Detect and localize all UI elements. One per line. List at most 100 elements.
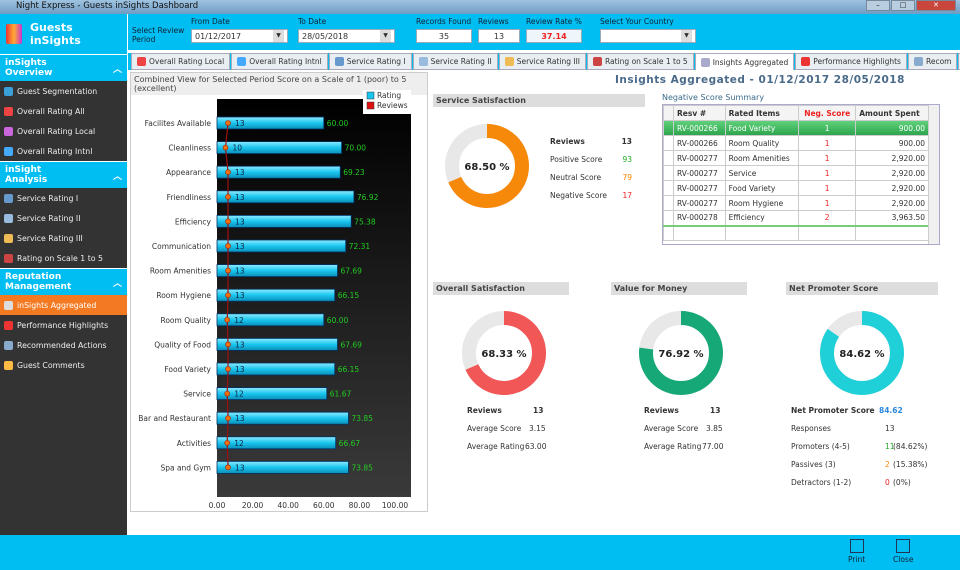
overall-rating-all-icon	[4, 106, 13, 116]
reviews-point[interactable]	[225, 464, 231, 471]
reviews-point[interactable]	[224, 439, 230, 446]
sidebar-item-service-rating-i[interactable]: Service Rating I	[0, 188, 127, 208]
row-selector[interactable]	[663, 210, 674, 226]
sidebar-item-guest-segmentation[interactable]: Guest Segmentation	[0, 81, 127, 101]
rating-bar[interactable]	[216, 190, 355, 204]
rating-bar[interactable]	[216, 436, 337, 450]
section-reputation-management[interactable]: Reputation Management ︿	[0, 268, 127, 295]
rating-data-label: 73.85	[351, 463, 373, 472]
rating-bar[interactable]	[216, 141, 342, 154]
tab-overall-rating-intnl[interactable]: Overall Rating Intnl	[231, 53, 328, 70]
sidebar-item-performance-highlights[interactable]: Performance Highlights	[0, 315, 127, 335]
sidebar-item-guest-comments[interactable]: Guest Comments	[0, 355, 127, 375]
tab-insights-aggregated[interactable]: Insights Aggregated	[694, 53, 795, 70]
reviews-point[interactable]	[222, 144, 229, 151]
tab-service-rating-iii[interactable]: Service Rating III	[498, 53, 586, 70]
rating-bar[interactable]	[216, 387, 328, 401]
to-date-picker[interactable]: 28/05/2018 ▼	[298, 29, 395, 43]
footer-bar: Print Close	[0, 535, 960, 570]
rating-bar[interactable]	[216, 214, 352, 228]
table-row[interactable]: RV-000278 Efficiency 2 3,963.50	[663, 210, 929, 226]
sidebar-item-rating-on-scale-1-to-5[interactable]: Rating on Scale 1 to 5	[0, 248, 127, 268]
row-selector[interactable]	[663, 165, 674, 181]
sidebar-item-overall-rating-all[interactable]: Overall Rating All	[0, 101, 127, 121]
tab-rating-on-scale-1-to-5[interactable]: Rating on Scale 1 to 5	[587, 53, 694, 70]
column-header[interactable]: Rated Items	[724, 105, 800, 121]
table-row[interactable]: RV-000277 Food Variety 1 2,920.00	[663, 180, 929, 196]
rating-bar[interactable]	[216, 116, 325, 130]
chevron-down-icon[interactable]: ▼	[681, 30, 692, 42]
rating-bar[interactable]	[216, 264, 338, 278]
reviews-point[interactable]	[225, 243, 231, 249]
column-header[interactable]: Resv #	[673, 105, 726, 121]
tab-recom[interactable]: Recom	[907, 53, 958, 70]
legend-swatch	[366, 101, 375, 110]
sidebar-item-recommended-actions[interactable]: Recommended Actions	[0, 335, 127, 355]
row-selector[interactable]	[663, 120, 674, 136]
table-scrollbar[interactable]	[928, 105, 939, 244]
reviews-point[interactable]	[225, 120, 231, 126]
from-date-picker[interactable]: 01/12/2017 ▼	[191, 29, 288, 43]
reviews-point[interactable]	[225, 341, 231, 348]
donut-fill	[462, 311, 546, 395]
tab-overall-rating-local[interactable]: Overall Rating Local	[131, 53, 231, 70]
sidebar-item-service-rating-iii[interactable]: Service Rating III	[0, 228, 127, 248]
table-row[interactable]: RV-000277 Room Hygiene 1 2,920.00	[663, 195, 929, 211]
rating-bar[interactable]	[216, 313, 325, 327]
rating-bar[interactable]	[216, 411, 349, 425]
column-header[interactable]: Amount Spent	[855, 105, 929, 121]
table-row[interactable]: RV-000277 Room Amenities 1 2,920.00	[663, 150, 929, 166]
rating-bar[interactable]	[216, 288, 336, 302]
row-selector[interactable]	[663, 180, 674, 196]
tab-scroll-button[interactable]: ◂▸	[958, 53, 960, 70]
rating-bar[interactable]	[216, 460, 349, 474]
table-row[interactable]: RV-000266 Food Variety 1 900.00	[663, 120, 929, 136]
category-label: Efficiency	[175, 217, 212, 226]
reviews-point[interactable]	[225, 267, 231, 274]
reviews-point[interactable]	[225, 169, 231, 175]
table-row[interactable]: RV-000266 Room Quality 1 900.00	[663, 135, 929, 151]
reviews-point[interactable]	[225, 415, 231, 422]
tab-performance-highlights[interactable]: Performance Highlights	[795, 53, 907, 70]
service-row: Negative Score 17	[550, 191, 632, 200]
sidebar-item-service-rating-ii[interactable]: Service Rating II	[0, 208, 127, 228]
chevron-up-icon[interactable]: ︿	[112, 171, 122, 182]
rating-bar[interactable]	[216, 239, 347, 253]
table-row[interactable]: RV-000277 Service 1 2,920.00	[663, 165, 929, 181]
reviews-point[interactable]	[224, 390, 230, 397]
rating-bar[interactable]	[216, 362, 336, 376]
row-selector[interactable]	[663, 195, 674, 211]
row-selector[interactable]	[663, 135, 674, 151]
close-window-button[interactable]: ✕	[916, 0, 956, 11]
print-button[interactable]: Print	[848, 539, 865, 564]
sidebar-item-insights-aggregated[interactable]: inSights Aggregated	[0, 295, 127, 315]
section-insights-overview[interactable]: inSights Overview ︿	[0, 54, 127, 81]
tab-service-rating-ii[interactable]: Service Rating II	[412, 53, 498, 70]
country-select[interactable]: ▼	[600, 29, 696, 43]
sidebar-item-overall-rating-local[interactable]: Overall Rating Local	[0, 121, 127, 141]
chevron-up-icon[interactable]: ︿	[112, 64, 122, 75]
rating-bar[interactable]	[216, 337, 338, 351]
maximize-button[interactable]: □	[891, 0, 915, 11]
rating-bar[interactable]	[216, 165, 341, 179]
tab-service-rating-i[interactable]: Service Rating I	[328, 53, 412, 70]
nps-donut: 84.62 %	[819, 310, 905, 398]
chevron-down-icon[interactable]: ▼	[380, 30, 391, 42]
reviews-point[interactable]	[225, 366, 231, 372]
rating-data-label: 67.69	[340, 267, 362, 276]
sidebar-item-overall-rating-intnl[interactable]: Overall Rating Intnl	[0, 141, 127, 161]
reviews-point[interactable]	[225, 218, 231, 225]
row-selector[interactable]	[663, 150, 674, 166]
reviews-point[interactable]	[225, 194, 231, 200]
reviews-point[interactable]	[225, 292, 231, 298]
column-header[interactable]: Neg. Score	[798, 105, 857, 121]
nps-score-value: 84.62	[879, 406, 903, 415]
tab-label: Service Rating II	[430, 57, 492, 66]
reviews-point[interactable]	[224, 317, 230, 323]
chevron-up-icon[interactable]: ︿	[112, 278, 122, 289]
section-insight-analysis[interactable]: inSight Analysis ︿	[0, 161, 127, 188]
close-button[interactable]: Close	[893, 539, 913, 564]
table-cell: 1	[798, 150, 857, 166]
chevron-down-icon[interactable]: ▼	[273, 30, 284, 42]
minimize-button[interactable]: –	[866, 0, 890, 11]
